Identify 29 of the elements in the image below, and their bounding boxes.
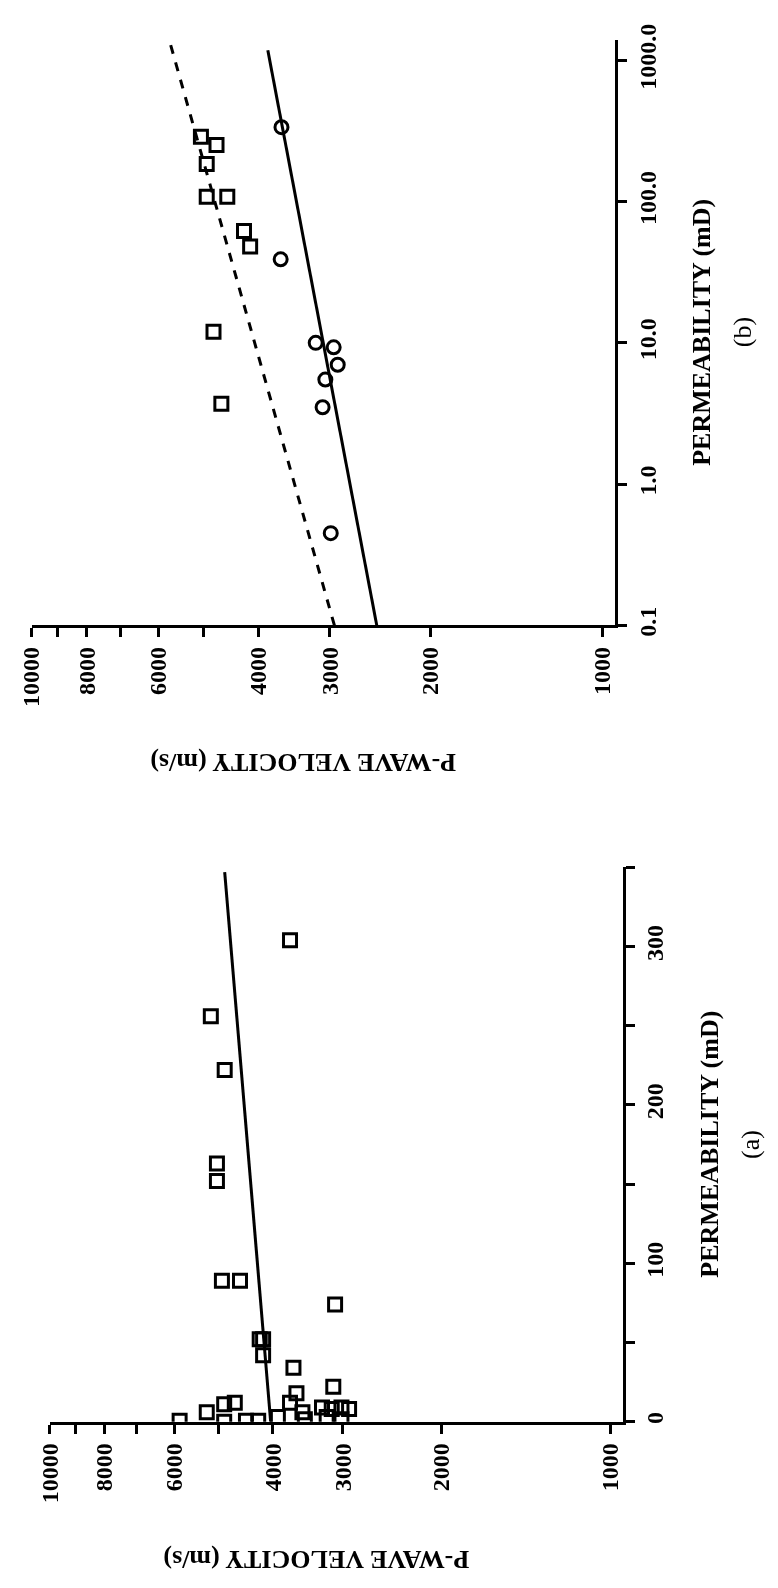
x-tick-label: 1000 [588,647,615,696]
y-tick-label: 0 [642,1412,669,1425]
x-tick-label: 2000 [428,1443,455,1492]
x-tick-label: 2000 [417,647,444,696]
y-tick-label: 100 [642,1241,669,1278]
x-tick-label: 8000 [73,647,100,696]
x-tick-label: 6000 [160,1443,187,1492]
y-tick-label: 200 [642,1083,669,1120]
y-tick-label: 100.0 [634,170,661,225]
x-tick-label: 3000 [316,647,343,696]
y-tick-label: 300 [642,924,669,961]
text: (a) [735,1130,765,1159]
x-axis-title: P-WAVE VELOCITY (m/s) [150,748,457,778]
x-tick-label: 10000 [36,1443,63,1504]
x-tick-label: 4000 [245,647,272,696]
y-tick-label: 1000.0 [634,23,661,90]
x-tick-label: 3000 [329,1443,356,1492]
x-tick-label: 4000 [259,1443,286,1492]
x-tick-label: 10000 [18,647,45,708]
y-axis-title: PERMEABILITY (mD) [686,198,716,466]
y-axis-title: PERMEABILITY (mD) [694,1010,724,1278]
x-axis-title: P-WAVE VELOCITY (m/s) [163,1544,470,1574]
y-tick-label: 10.0 [634,318,661,361]
x-tick-label: 6000 [145,647,172,696]
y-tick-label: 0.1 [634,606,661,637]
text: (b) [728,316,758,348]
y-tick-label: 1.0 [634,465,661,496]
x-tick-label: 8000 [90,1443,117,1492]
x-tick-label: 1000 [596,1443,623,1492]
